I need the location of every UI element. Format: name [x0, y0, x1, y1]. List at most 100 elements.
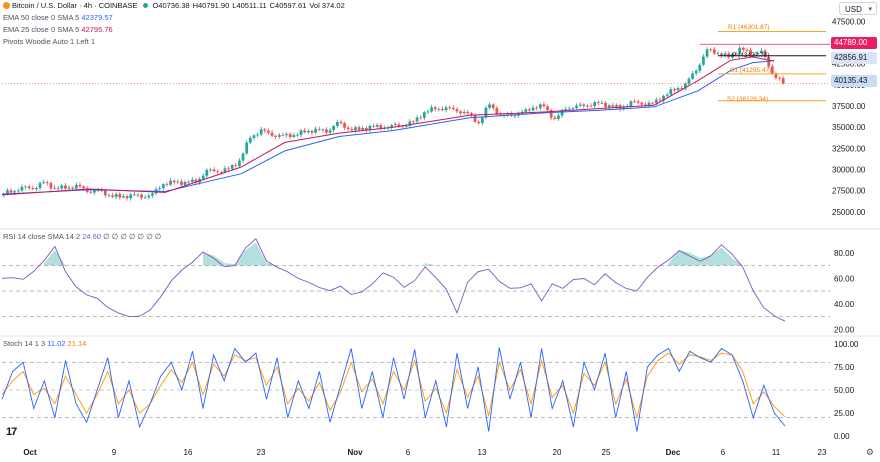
candle-body — [560, 109, 564, 116]
candle-body — [350, 128, 354, 131]
candle-body — [267, 130, 270, 133]
candle-body — [53, 187, 56, 189]
legend-rsi[interactable]: RSI 14 close SMA 14 2 24.60 ∅ ∅ ∅ ∅ ∅ ∅ … — [3, 232, 161, 242]
candle-body — [13, 191, 17, 193]
stoch-axis-tick: 0.00 — [834, 432, 850, 441]
candle-body — [325, 129, 328, 133]
candle-body — [136, 194, 140, 196]
candle-body — [129, 194, 133, 199]
candle-body — [238, 160, 241, 166]
candle-body — [234, 165, 238, 166]
candle-body — [49, 183, 53, 189]
gear-icon[interactable]: ⚙ — [865, 447, 874, 457]
candle-body — [219, 172, 223, 173]
candle-body — [430, 107, 433, 112]
candle-body — [24, 186, 27, 188]
candle-body — [441, 108, 444, 111]
ema-price-badge: 42856.91 — [831, 52, 877, 64]
time-axis-tick: 23 — [257, 448, 266, 457]
candle-body — [575, 105, 578, 108]
candle-body — [35, 187, 38, 190]
candle-body — [78, 184, 82, 187]
price-axis-tick: 25000.00 — [832, 208, 866, 217]
price-pane[interactable] — [1, 30, 830, 201]
symbol-label[interactable]: Bitcoin / U.S. Dollar · 4h · COINBASE — [12, 1, 138, 10]
candle-body — [665, 94, 669, 96]
stoch-label: Stoch 14 1 3 — [3, 339, 46, 348]
tradingview-logo[interactable]: 17 — [6, 426, 17, 438]
candle-body — [651, 102, 655, 104]
candle-body — [357, 127, 361, 130]
rsi-axis-tick: 60.00 — [834, 274, 855, 283]
candle-body — [749, 50, 752, 55]
candle-body — [745, 49, 749, 51]
candle-body — [752, 54, 756, 56]
time-axis-tick: 11 — [772, 448, 781, 457]
pivot-s2-label: S2 (38126.34) — [727, 96, 769, 103]
candle-body — [741, 47, 745, 50]
candle-body — [571, 107, 575, 109]
candle-body — [31, 188, 35, 190]
legend-pivots[interactable]: Pivots Woodie Auto 1 Left 1 — [3, 37, 95, 47]
candle-body — [582, 104, 586, 107]
candle-body — [375, 124, 379, 127]
candle-body — [335, 121, 339, 127]
candle-body — [629, 101, 633, 107]
candle-body — [151, 193, 154, 196]
candle-body — [586, 105, 589, 107]
candle-body — [419, 117, 423, 119]
candle-body — [691, 73, 694, 79]
candle-body — [535, 107, 539, 109]
candle-body — [140, 194, 143, 198]
rsi-line — [1, 237, 786, 322]
rsi-overbought-fill — [721, 247, 733, 266]
candle-body — [263, 129, 267, 131]
candle-body — [82, 186, 85, 189]
candle-body — [589, 105, 593, 107]
candle-body — [216, 171, 220, 173]
candle-body — [633, 101, 636, 103]
time-axis-tick: 16 — [184, 448, 193, 457]
candle-body — [176, 181, 180, 183]
candle-body — [227, 168, 230, 170]
ema50-line — [1, 60, 775, 195]
candle-body — [698, 64, 702, 71]
candle-body — [422, 112, 426, 118]
candle-body — [451, 107, 455, 110]
bitcoin-icon — [3, 2, 10, 9]
candle-body — [361, 127, 365, 130]
candle-body — [314, 128, 317, 133]
candle-body — [212, 169, 216, 172]
candle-body — [604, 102, 607, 108]
legend-ema25[interactable]: EMA 25 close 0 SMA 5 42795.76 — [3, 25, 113, 35]
legend-ema50[interactable]: EMA 50 close 0 SMA 5 42379.57 — [3, 13, 113, 23]
currency-selector[interactable]: USD ▾ — [839, 2, 877, 15]
last-price-badge: 40135.43 — [831, 75, 877, 87]
candle-body — [270, 132, 274, 136]
rsi-overbought-fill — [679, 250, 690, 266]
stoch-pane[interactable] — [1, 347, 830, 432]
candle-body — [415, 117, 419, 122]
candle-body — [564, 108, 568, 110]
candle-body — [593, 102, 597, 107]
candle-body — [662, 95, 665, 101]
candle-body — [259, 129, 263, 135]
ema25-line — [1, 56, 775, 196]
candle-body — [720, 53, 723, 56]
rsi-pane[interactable] — [1, 237, 830, 322]
time-axis-tick: 6 — [721, 448, 726, 457]
candle-body — [190, 179, 194, 183]
rsi-value: 24.60 — [82, 232, 101, 241]
candle-body — [760, 50, 763, 54]
legend-stoch[interactable]: Stoch 14 1 3 11.02 21.14 — [3, 339, 86, 349]
candle-body — [462, 111, 466, 114]
ohlc-volume: Vol 374.02 — [309, 1, 345, 10]
candle-body — [491, 104, 495, 108]
currency-label: USD — [845, 5, 862, 14]
candle-body — [346, 127, 350, 129]
candle-body — [161, 184, 165, 189]
candle-body — [542, 104, 546, 107]
candle-body — [194, 179, 198, 183]
stoch-axis-tick: 100.00 — [834, 340, 859, 349]
